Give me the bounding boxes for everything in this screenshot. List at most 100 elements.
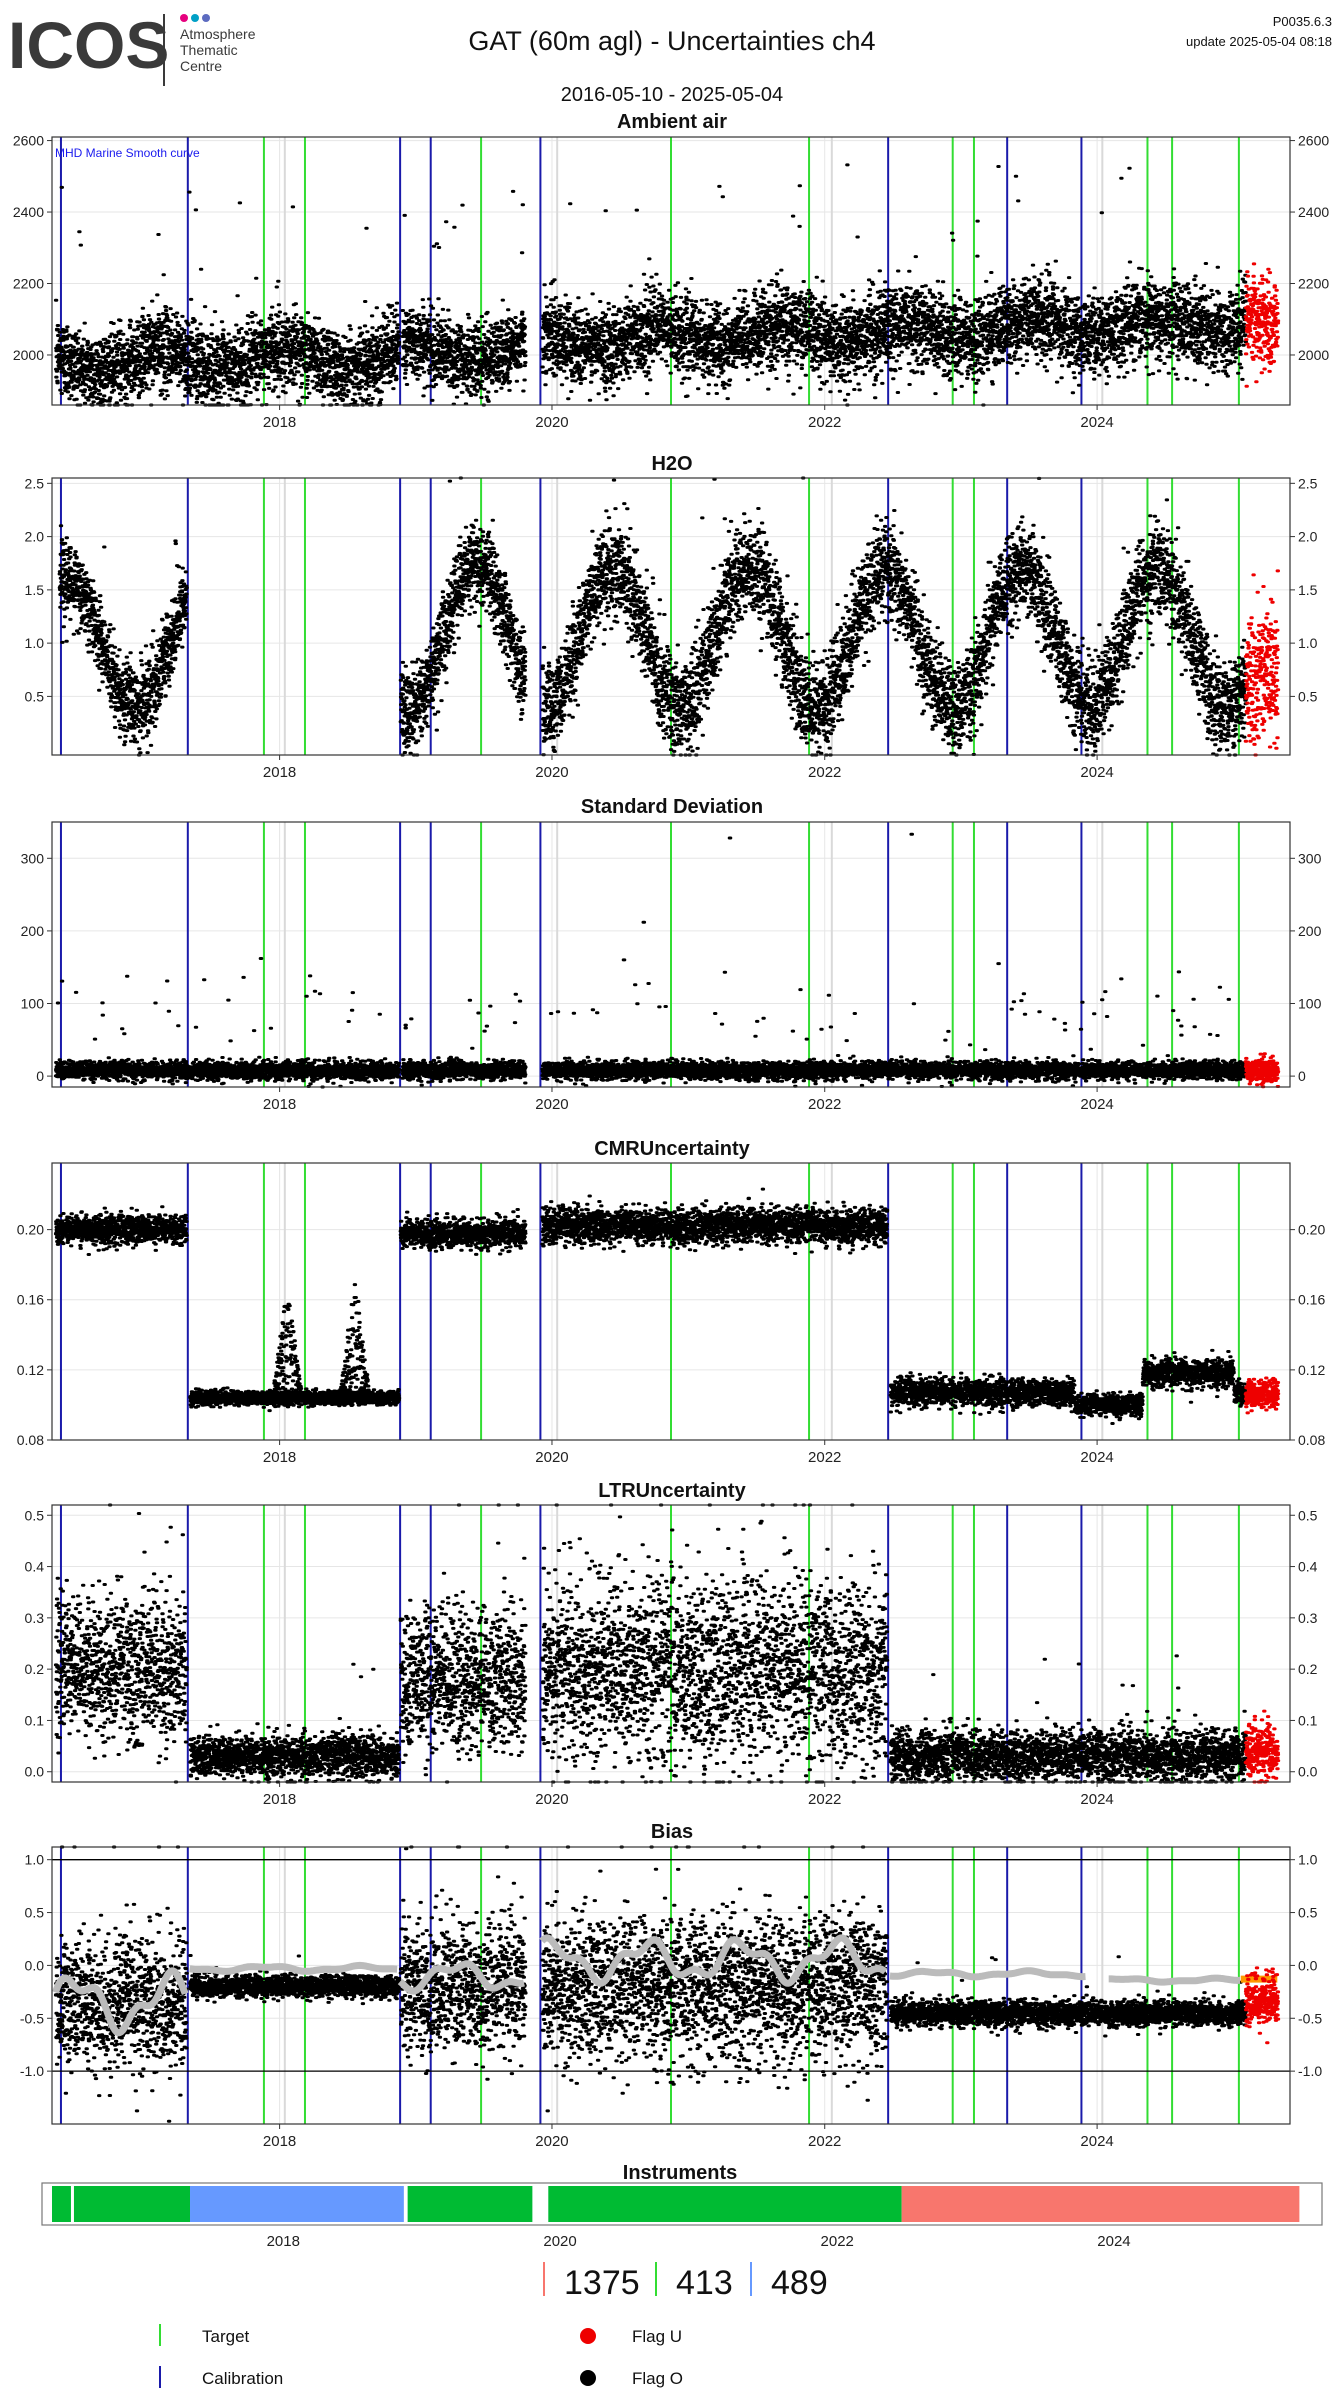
panel-title: Bias (651, 1821, 693, 1843)
x-tick-label: 2022 (808, 1096, 841, 1113)
count-value: 413 (676, 2264, 733, 2302)
panel-ltr: LTRUncertainty 0.0 0.0 0.1 0.1 0.2 0.2 0.3 0.3 0.… (25, 1480, 1318, 1808)
instrument-bar-green (52, 2186, 191, 2222)
y-tick-label: 1.5 (25, 582, 45, 598)
y-tick-label: -0.5 (1298, 2010, 1322, 2026)
x-tick-label: 2018 (263, 2133, 296, 2150)
plot-frame (51, 1504, 1291, 1783)
panel-title: Standard Deviation (581, 796, 763, 818)
legend-label: Target (202, 2327, 250, 2346)
y-tick-label: 0 (1298, 1068, 1306, 1084)
panel-bias: Bias -1.0 -1.0 -0.5 -0.5 0.0 0.0 0.5 0.5 1.0 1.0 20… (20, 1821, 1322, 2150)
y-tick-label: 0.0 (1298, 1764, 1318, 1780)
instruments-title: Instruments (623, 2162, 737, 2184)
x-tick-label: 2018 (263, 1096, 296, 1113)
y-tick-label: 0.12 (1298, 1362, 1325, 1378)
y-tick-label: 0.0 (25, 1957, 45, 1973)
instruments-x-tick-label: 2024 (1097, 2233, 1130, 2250)
plot-frame (51, 136, 1291, 406)
y-tick-label: 0.16 (17, 1292, 44, 1308)
y-tick-label: -1.0 (1298, 2063, 1322, 2079)
plot-frame (51, 1846, 1291, 2125)
x-tick-label: 2022 (808, 2133, 841, 2150)
smooth-curve (539, 1934, 888, 1987)
header: ICOS Atmosphere Thematic Centre GAT (60m… (8, 8, 1332, 106)
y-tick-label: 2400 (13, 204, 44, 220)
flag-u-points (1243, 1376, 1281, 1415)
x-tick-label: 2022 (808, 764, 841, 781)
smooth-curve (397, 1960, 526, 1995)
x-tick-label: 2020 (535, 1096, 568, 1113)
legend-label: Flag U (632, 2327, 682, 2346)
flag-u-points (1243, 262, 1281, 388)
panel-ambient: Ambient air MHD Marine Smooth curve 2000 20… (13, 111, 1330, 431)
panel-title: LTRUncertainty (598, 1480, 746, 1502)
y-tick-label: 0.0 (1298, 1957, 1318, 1973)
x-tick-label: 2020 (535, 1449, 568, 1466)
y-tick-label: 0.20 (1298, 1222, 1325, 1238)
panel-title: CMRUncertainty (594, 1138, 750, 1160)
y-tick-label: 0 (36, 1068, 44, 1084)
y-tick-label: 0.5 (1298, 688, 1318, 704)
panel-title: Ambient air (617, 111, 727, 133)
y-tick-label: -0.5 (20, 2010, 44, 2026)
y-tick-label: 0.4 (1298, 1559, 1318, 1575)
y-tick-label: 0.0 (25, 1764, 45, 1780)
date-range: 2016-05-10 - 2025-05-04 (561, 84, 783, 106)
y-tick-label: 300 (1298, 850, 1322, 866)
y-tick-label: 200 (1298, 923, 1322, 939)
icos-logo-text: ICOS (8, 8, 169, 82)
instrument-bar-blue (190, 2186, 404, 2222)
plot-frame (51, 821, 1291, 1088)
flag-o-points (53, 1845, 1249, 2123)
panel-cmr: CMRUncertainty 0.08 0.08 0.12 0.12 0.16 0.16 0.… (17, 1138, 1326, 1466)
y-tick-label: 0.16 (1298, 1292, 1325, 1308)
logo-dot-icon (202, 14, 210, 22)
count-value: 1375 (564, 2264, 640, 2302)
x-tick-label: 2024 (1080, 414, 1113, 431)
y-tick-label: 2.0 (1298, 529, 1318, 545)
instrument-bar-green (548, 2186, 902, 2222)
legend-dot-icon (580, 2328, 596, 2344)
y-tick-label: 2.0 (25, 529, 45, 545)
flag-o-points (57, 476, 1249, 757)
y-tick-label: 1.0 (25, 1852, 45, 1868)
y-tick-label: 0.5 (25, 1905, 45, 1921)
logo-subtitle-line: Atmosphere (180, 26, 256, 42)
y-tick-label: 100 (21, 996, 45, 1012)
logo-subtitle-line: Centre (180, 58, 222, 74)
flag-o-points (53, 163, 1249, 407)
y-tick-label: 2400 (1298, 204, 1329, 220)
instrument-gap (70, 2186, 74, 2222)
y-tick-label: 2000 (13, 347, 44, 363)
x-tick-label: 2024 (1080, 2133, 1113, 2150)
instrument-bar-green (407, 2186, 533, 2222)
x-tick-label: 2018 (263, 414, 296, 431)
x-tick-label: 2018 (263, 1449, 296, 1466)
y-tick-label: 0.4 (25, 1559, 45, 1575)
x-tick-label: 2018 (263, 764, 296, 781)
y-tick-label: 200 (21, 923, 45, 939)
x-tick-label: 2022 (808, 1791, 841, 1808)
panel-annotation: MHD Marine Smooth curve (55, 146, 200, 160)
y-tick-label: 0.1 (25, 1712, 45, 1728)
logo-subtitle-line: Thematic (180, 42, 238, 58)
y-tick-label: 300 (21, 850, 45, 866)
x-tick-label: 2020 (535, 2133, 568, 2150)
x-tick-label: 2024 (1080, 764, 1113, 781)
panel-h2o: H2O 0.5 0.5 1.0 1.0 1.5 1.5 2.0 2.0 2.5 2.5 2018 202… (25, 453, 1318, 781)
legend-dot-icon (580, 2370, 596, 2386)
logo-dot-icon (180, 14, 188, 22)
y-tick-label: 1.0 (1298, 1852, 1318, 1868)
y-tick-label: 2600 (1298, 133, 1329, 149)
flag-o-points (53, 1503, 1249, 1784)
y-tick-label: 0.3 (1298, 1610, 1318, 1626)
y-tick-label: 0.5 (25, 688, 45, 704)
count-value: 489 (771, 2264, 828, 2302)
x-tick-label: 2020 (535, 1791, 568, 1808)
y-tick-label: 100 (1298, 996, 1322, 1012)
plot-frame (51, 1162, 1291, 1441)
y-tick-label: 1.0 (1298, 635, 1318, 651)
